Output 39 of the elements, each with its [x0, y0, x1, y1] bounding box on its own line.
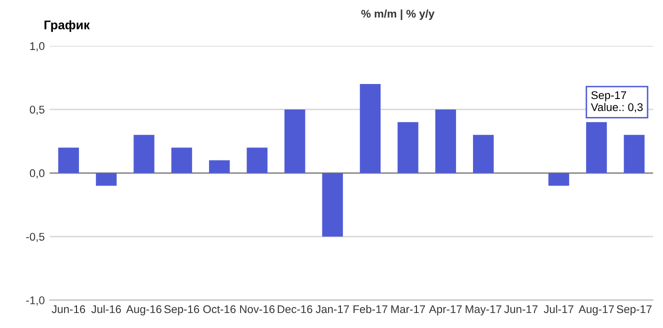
annotation: Sep-17 Value.: 0,3 — [590, 91, 643, 112]
x-tick-label: Nov-16 — [240, 305, 275, 314]
x-tick-label: Jul-16 — [91, 304, 121, 314]
y-tick-label: -0,5 — [26, 232, 44, 242]
x-tick-label: Jul-17 — [544, 304, 574, 314]
x-tick-label: Feb-17 — [354, 304, 388, 314]
chart-title: График — [44, 20, 90, 32]
x-tick-label: Apr-17 — [429, 305, 462, 316]
y-tick-label: 0,0 — [30, 169, 44, 178]
bar — [548, 173, 570, 186]
x-tick-label: Jan-17 — [316, 305, 349, 314]
bar — [96, 173, 117, 186]
x-tick-label: Jun-16 — [52, 305, 86, 314]
text: % m/m | % y/y — [361, 10, 434, 20]
bar — [284, 109, 306, 174]
x-tick-label: Jun-17 — [504, 305, 538, 314]
bar — [322, 173, 343, 237]
x-tick-label: Sep-17 — [616, 305, 652, 316]
bar — [209, 160, 230, 174]
x-tick-label: May-17 — [466, 305, 502, 316]
x-tick-label: Aug-16 — [126, 305, 162, 316]
bar — [58, 148, 79, 174]
bar — [473, 134, 494, 174]
x-tick-label: Sep-16 — [164, 305, 200, 316]
bar — [134, 134, 154, 174]
y-tick-label: 0,5 — [30, 106, 44, 115]
bar — [360, 84, 381, 174]
bar — [398, 122, 418, 174]
x-tick-label: Mar-17 — [391, 305, 425, 314]
bar — [624, 134, 645, 174]
x-tick-label: Oct-16 — [203, 305, 236, 314]
bar — [586, 122, 607, 174]
x-tick-label: Dec-16 — [278, 305, 312, 314]
y-tick-label: -1,0 — [26, 296, 44, 306]
bar — [246, 148, 268, 174]
bar — [171, 148, 192, 174]
bar — [435, 109, 456, 174]
x-tick-label: Aug-17 — [578, 305, 614, 316]
y-tick-label: 1,0 — [30, 42, 44, 52]
